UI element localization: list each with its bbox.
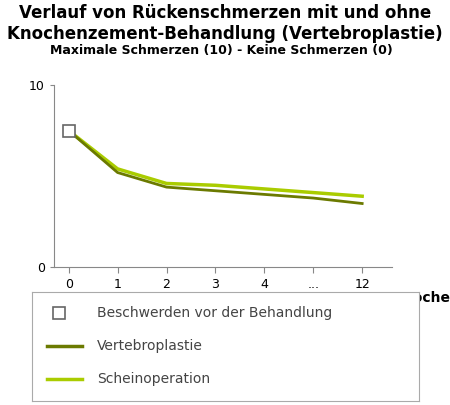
Text: Wochen: Wochen: [398, 291, 450, 305]
Text: Maximale Schmerzen (10) - Keine Schmerzen (0): Maximale Schmerzen (10) - Keine Schmerze…: [50, 44, 392, 57]
Text: Verlauf von Rückenschmerzen mit und ohne
Knochenzement-Behandlung (Vertebroplast: Verlauf von Rückenschmerzen mit und ohne…: [7, 4, 443, 43]
Text: Vertebroplastie: Vertebroplastie: [97, 339, 203, 353]
Text: Beschwerden vor der Behandlung: Beschwerden vor der Behandlung: [97, 307, 333, 320]
Text: Scheinoperation: Scheinoperation: [97, 372, 211, 386]
